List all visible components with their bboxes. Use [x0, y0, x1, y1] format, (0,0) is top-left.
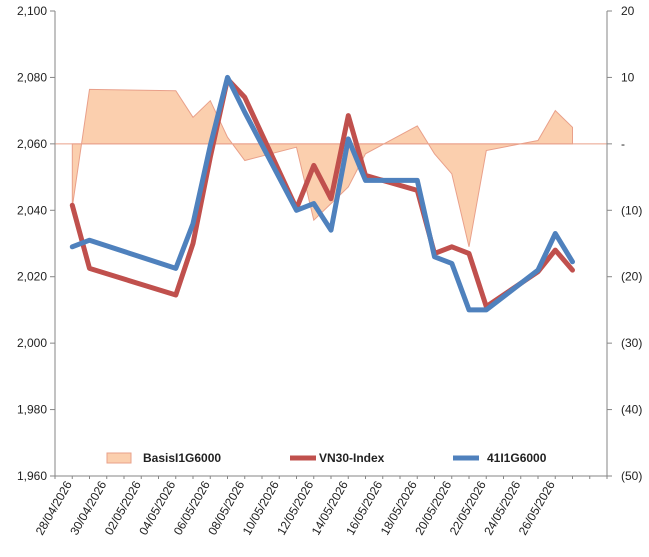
- legend-label-41i1g6000: 41I1G6000: [487, 451, 547, 465]
- legend-label-basisi1g6000: BasisI1G6000: [143, 451, 221, 465]
- series-area-basisi1g6000: [71, 88, 573, 247]
- y-right-tick-label: (30): [621, 336, 642, 350]
- y-left-tick-label: 2,020: [17, 270, 47, 284]
- y-left-tick-label: 2,060: [17, 137, 47, 151]
- y-right-tick-label: 10: [621, 70, 635, 84]
- legend-label-vn30-index: VN30-Index: [319, 451, 385, 465]
- series-line-41i1g6000: [69, 74, 575, 313]
- legend: BasisI1G6000 VN30-Index 41I1G6000: [106, 451, 547, 465]
- y-right-tick-label: (20): [621, 270, 642, 284]
- y-left-tick-label: 2,040: [17, 203, 47, 217]
- y-right-tick-label: -: [621, 137, 625, 151]
- y-right-tick-label: (50): [621, 469, 642, 483]
- line-layer: [69, 74, 575, 313]
- y-left-tick-label: 2,100: [17, 4, 47, 18]
- y-right-tick-label: 20: [621, 4, 635, 18]
- y-left-tick-label: 1,960: [17, 469, 47, 483]
- area-layer: [71, 88, 573, 247]
- y-left-tick-label: 2,000: [17, 336, 47, 350]
- y-right-tick-label: (10): [621, 203, 642, 217]
- series-line-vn30-index: [69, 76, 575, 310]
- y-right-tick-label: (40): [621, 403, 642, 417]
- legend-swatch-basisi1g6000: [106, 452, 132, 464]
- y-left-tick-label: 2,080: [17, 70, 47, 84]
- y-left-tick-label: 1,980: [17, 403, 47, 417]
